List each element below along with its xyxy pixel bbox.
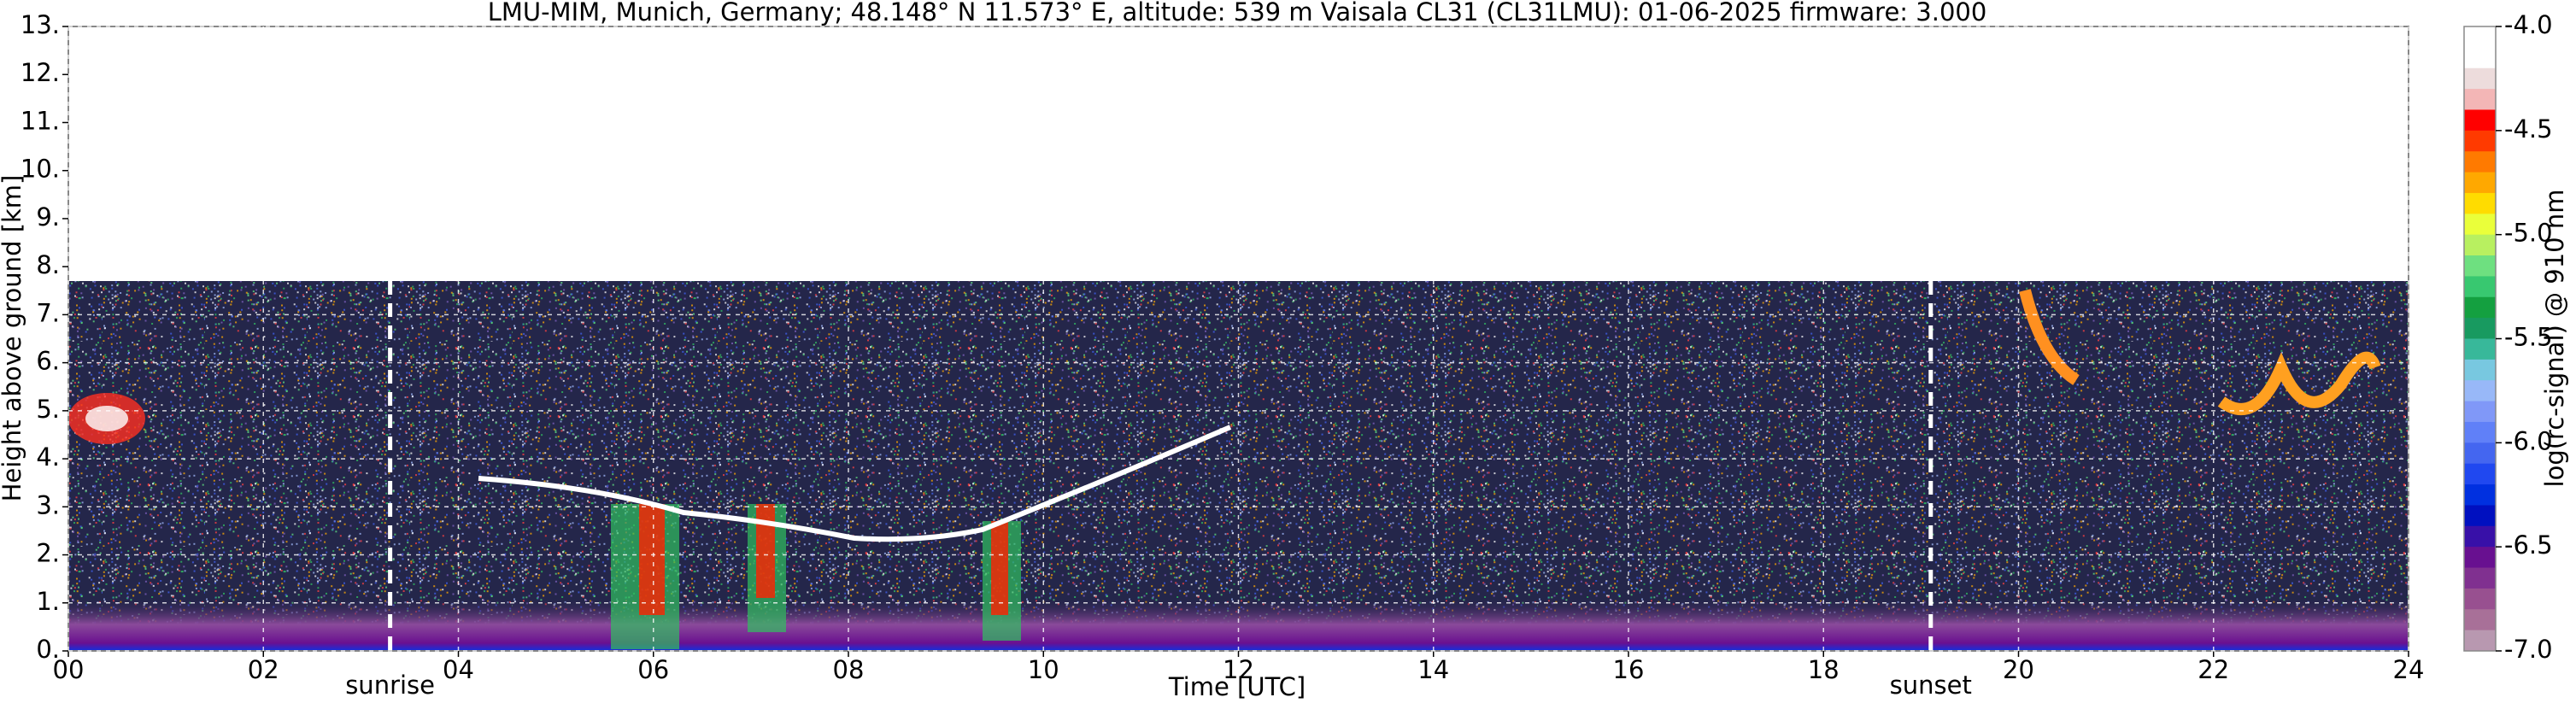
- y-axis-label: Height above ground [km]: [0, 175, 26, 502]
- colorbar-band: [2464, 442, 2496, 465]
- y-tick-label: 4.: [36, 442, 60, 472]
- signal-field: [68, 281, 2409, 651]
- colorbar-band: [2464, 89, 2496, 110]
- y-tick-label: 13.: [21, 10, 60, 39]
- colorbar-tick-label: -7.0: [2504, 635, 2553, 664]
- colorbar-band: [2464, 567, 2496, 589]
- x-tick-label: 20: [2003, 655, 2034, 684]
- colorbar-band: [2464, 609, 2496, 631]
- colorbar-label: log(rc-signal) @ 910 nm: [2540, 190, 2569, 488]
- colorbar-band: [2464, 26, 2496, 48]
- colorbar-tick-label: -4.0: [2504, 10, 2553, 39]
- annotation-label: sunrise: [345, 671, 435, 700]
- colorbar-band: [2464, 67, 2496, 90]
- colorbar-band: [2464, 380, 2496, 402]
- x-tick-label: 00: [53, 655, 85, 684]
- colorbar-band: [2464, 192, 2496, 214]
- x-tick-label: 14: [1417, 655, 1449, 684]
- colorbar-band: [2464, 109, 2496, 132]
- y-tick-label: 12.: [21, 58, 60, 87]
- y-tick-label: 6.: [36, 347, 60, 376]
- x-tick-label: 16: [1613, 655, 1645, 684]
- x-tick-label: 06: [637, 655, 669, 684]
- y-tick-label: 0.: [36, 635, 60, 664]
- colorbar-band: [2464, 505, 2496, 527]
- x-tick-label: 04: [443, 655, 474, 684]
- x-tick-label: 22: [2198, 655, 2229, 684]
- y-tick-label: 3.: [36, 490, 60, 519]
- x-axis-label: Time [UTC]: [1168, 672, 1306, 701]
- x-tick-label: 24: [2393, 655, 2425, 684]
- colorbar-tick-label: -6.5: [2504, 530, 2553, 560]
- cloud-layer: [478, 425, 1232, 542]
- y-tick-label: 10.: [21, 155, 60, 184]
- colorbar-band: [2464, 547, 2496, 569]
- y-tick-label: 2.: [36, 539, 60, 568]
- colorbar-band: [2464, 214, 2496, 236]
- colorbar-band: [2464, 630, 2496, 652]
- y-tick-label: 7.: [36, 298, 60, 327]
- y-tick-label: 5.: [36, 395, 60, 424]
- colorbar-tick-label: -6.0: [2504, 426, 2553, 455]
- colorbar-band: [2464, 318, 2496, 339]
- colorbar-band: [2464, 276, 2496, 298]
- x-tick-label: 18: [1808, 655, 1840, 684]
- colorbar-band: [2464, 588, 2496, 610]
- cloud: [991, 521, 1008, 615]
- x-tick-label: 02: [248, 655, 279, 684]
- x-tick-label: 10: [1028, 655, 1059, 684]
- colorbar-band: [2464, 255, 2496, 277]
- colorbar-band: [2464, 234, 2496, 256]
- colorbar-band: [2464, 47, 2496, 69]
- colorbar-band: [2464, 484, 2496, 506]
- colorbar-tick-label: -5.0: [2504, 219, 2553, 248]
- colorbar-band: [2464, 338, 2496, 360]
- colorbar-tick-label: -4.5: [2504, 114, 2553, 144]
- colorbar-tick-label: -5.5: [2504, 323, 2553, 352]
- colorbar-band: [2464, 296, 2496, 319]
- chart-title: LMU-MIM, Munich, Germany; 48.148° N 11.5…: [488, 0, 1987, 26]
- cloud: [639, 504, 665, 615]
- y-tick-label: 8.: [36, 250, 60, 279]
- colorbar-band: [2464, 421, 2496, 443]
- y-tick-label: 11.: [21, 106, 60, 135]
- x-tick-label: 08: [833, 655, 865, 684]
- colorbar-band: [2464, 151, 2496, 173]
- colorbar-band: [2464, 463, 2496, 485]
- cloud: [756, 504, 775, 598]
- cloud: [2217, 351, 2381, 415]
- signal-noise: [68, 281, 2409, 651]
- cloud: [2019, 289, 2080, 385]
- cloud: [85, 406, 128, 431]
- x-tick-label: 12: [1223, 655, 1254, 684]
- colorbar-band: [2464, 130, 2496, 152]
- ground-layer: [68, 598, 2409, 651]
- colorbar-band: [2464, 172, 2496, 194]
- colorbar-band: [2464, 401, 2496, 423]
- y-tick-label: 9.: [36, 202, 60, 231]
- y-tick-label: 1.: [36, 587, 60, 616]
- colorbar-band: [2464, 525, 2496, 548]
- colorbar-band: [2464, 359, 2496, 381]
- annotation-label: sunset: [1890, 671, 1972, 700]
